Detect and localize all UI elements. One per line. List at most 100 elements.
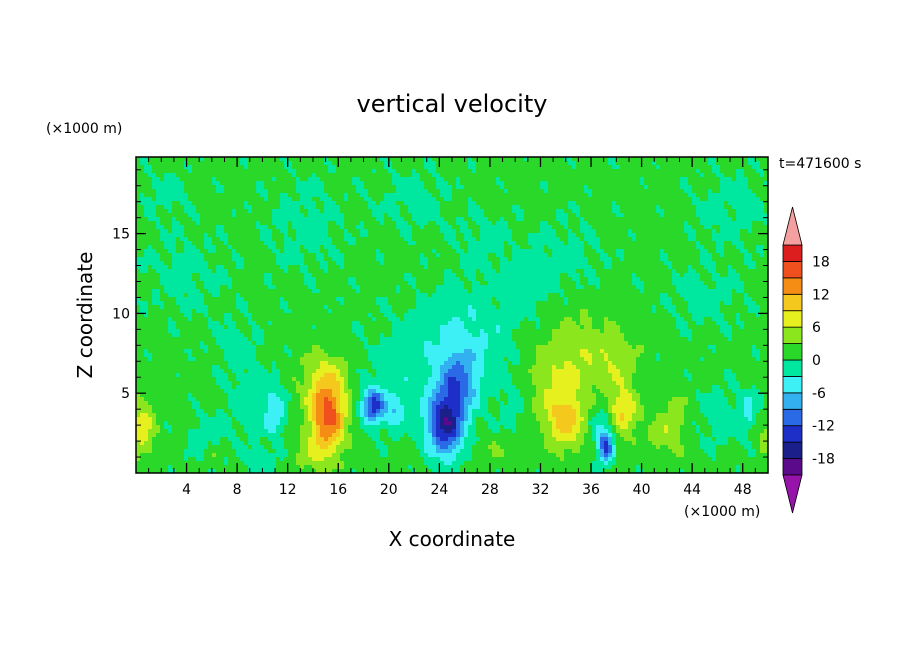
heatmap-cell — [268, 193, 273, 198]
heatmap-cell — [340, 269, 345, 274]
heatmap-cell — [244, 245, 249, 250]
heatmap-cell — [628, 257, 633, 262]
heatmap-cell — [740, 241, 745, 246]
heatmap-cell — [356, 209, 361, 214]
heatmap-cell — [268, 253, 273, 258]
heatmap-cell — [308, 237, 313, 242]
heatmap-cell — [240, 165, 245, 170]
heatmap-cell — [400, 217, 405, 222]
heatmap-cell — [136, 161, 141, 166]
heatmap-cell — [672, 249, 677, 254]
heatmap-cell — [424, 281, 429, 286]
heatmap-cell — [268, 213, 273, 218]
heatmap-cell — [464, 201, 469, 206]
heatmap-cell — [140, 221, 145, 226]
heatmap-cell — [136, 233, 141, 238]
heatmap-cell — [436, 157, 441, 162]
heatmap-cell — [360, 161, 365, 166]
heatmap-cell — [448, 165, 453, 170]
heatmap-cell — [656, 161, 661, 166]
heatmap-cell — [472, 249, 477, 254]
heatmap-cell — [680, 193, 685, 198]
heatmap-cell — [244, 169, 249, 174]
heatmap-cell — [332, 185, 337, 190]
heatmap-cell — [552, 201, 557, 206]
heatmap-cell — [412, 257, 417, 262]
heatmap-cell — [224, 241, 229, 246]
heatmap-cell — [408, 169, 413, 174]
heatmap-cell — [220, 205, 225, 210]
heatmap-cell — [328, 269, 333, 274]
heatmap-cell — [680, 161, 685, 166]
heatmap-cell — [616, 225, 621, 230]
heatmap-cell — [240, 261, 245, 266]
heatmap-cell — [748, 177, 753, 182]
heatmap-cell — [148, 205, 153, 210]
heatmap-cell — [392, 245, 397, 250]
heatmap-cell — [668, 277, 673, 282]
heatmap-cell — [552, 173, 557, 178]
heatmap-cell — [276, 261, 281, 266]
heatmap-cell — [164, 277, 169, 282]
heatmap-cell — [336, 169, 341, 174]
heatmap-cell — [728, 265, 733, 270]
heatmap-cell — [640, 245, 645, 250]
heatmap-cell — [396, 241, 401, 246]
heatmap-cell — [560, 269, 565, 274]
heatmap-cell — [384, 249, 389, 254]
heatmap-cell — [440, 193, 445, 198]
heatmap-cell — [192, 229, 197, 234]
heatmap-cell — [552, 265, 557, 270]
heatmap-cell — [196, 185, 201, 190]
heatmap-cell — [156, 185, 161, 190]
heatmap-cell — [220, 233, 225, 238]
heatmap-cell — [492, 281, 497, 286]
heatmap-cell — [660, 189, 665, 194]
heatmap-cell — [636, 157, 641, 162]
heatmap-cell — [432, 265, 437, 270]
heatmap-cell — [556, 157, 561, 162]
heatmap-cell — [248, 225, 253, 230]
heatmap-cell — [144, 253, 149, 258]
heatmap-cell — [312, 181, 317, 186]
heatmap-cell — [204, 233, 209, 238]
heatmap-cell — [468, 277, 473, 282]
heatmap-cell — [288, 217, 293, 222]
heatmap-cell — [344, 225, 349, 230]
heatmap-cell — [152, 181, 157, 186]
heatmap-cell — [440, 213, 445, 218]
heatmap-cell — [672, 157, 677, 162]
heatmap-cell — [688, 217, 693, 222]
heatmap-cell — [412, 173, 417, 178]
heatmap-cell — [524, 205, 529, 210]
heatmap-cell — [388, 181, 393, 186]
heatmap-cell — [696, 205, 701, 210]
heatmap-cell — [156, 161, 161, 166]
heatmap-cell — [316, 169, 321, 174]
heatmap-cell — [500, 249, 505, 254]
heatmap-cell — [496, 241, 501, 246]
heatmap-cell — [396, 221, 401, 226]
heatmap-cell — [404, 273, 409, 278]
heatmap-cell — [288, 253, 293, 258]
heatmap-cell — [276, 205, 281, 210]
heatmap-cell — [208, 265, 213, 270]
heatmap-cell — [400, 177, 405, 182]
heatmap-cell — [368, 213, 373, 218]
heatmap-cell — [420, 217, 425, 222]
heatmap-cell — [576, 205, 581, 210]
heatmap-cell — [596, 221, 601, 226]
heatmap-cell — [488, 189, 493, 194]
heatmap-cell — [416, 229, 421, 234]
heatmap-cell — [236, 185, 241, 190]
heatmap-cell — [752, 201, 757, 206]
heatmap-cell — [516, 197, 521, 202]
heatmap-cell — [168, 277, 173, 282]
heatmap-cell — [384, 229, 389, 234]
heatmap-cell — [520, 169, 525, 174]
heatmap-cell — [672, 189, 677, 194]
heatmap-cell — [172, 173, 177, 178]
heatmap-cell — [504, 221, 509, 226]
heatmap-cell — [468, 157, 473, 162]
heatmap-cell — [684, 221, 689, 226]
